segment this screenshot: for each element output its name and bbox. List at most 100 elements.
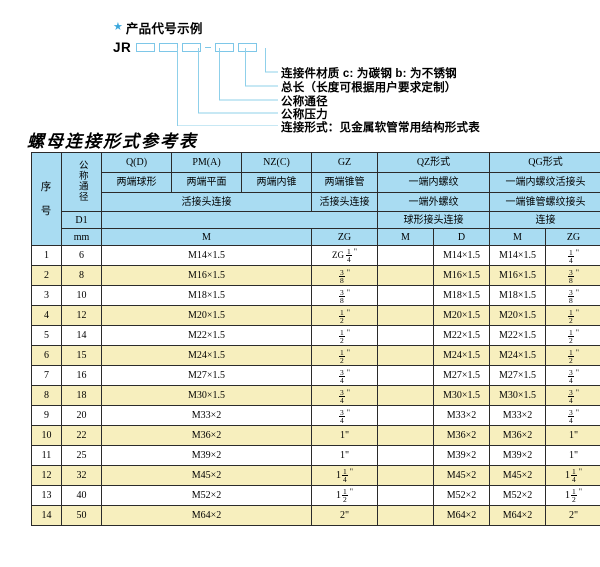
cell-bore: 6 (61, 245, 102, 266)
cell-qg-m: M39×2 (489, 445, 546, 466)
cell-gz-size: ZG 1 4 " (311, 245, 378, 266)
table-row: 1 6 M14×1.5 ZG 1 4 " M14×1.5 M14×1.5 1 4 " (31, 245, 600, 266)
header-group-type-3: 两端锥管 (311, 172, 378, 193)
header-group-type-2: 两端内锥 (241, 172, 312, 193)
callout-total-length: 总长（长度可根据用户要求定制） (281, 82, 457, 94)
cell-q-thread: M24×1.5 (101, 345, 312, 366)
table-row: 3 10 M18×1.5 3 8 " M18×1.5 M18×1.5 3 8 " (31, 285, 600, 306)
cell-index: 4 (31, 305, 62, 326)
cell-q-thread: M39×2 (101, 445, 312, 466)
cell-qg-m: M45×2 (489, 465, 546, 486)
cell-gz-size: 1" (311, 425, 378, 446)
cell-qg-m: M27×1.5 (489, 365, 546, 386)
cell-qg-m: M64×2 (489, 505, 546, 526)
header-sub-d-qz: D (433, 228, 490, 246)
cell-qz-d: M30×1.5 (433, 385, 490, 406)
cell-bore: 25 (61, 445, 102, 466)
header-conn-union: 活接头连接 (101, 192, 312, 212)
header-sub-m-q: M (101, 228, 312, 246)
cell-qz-m (377, 385, 434, 406)
cell-index: 5 (31, 325, 62, 346)
callout-nominal-pressure: 公称压力 (281, 109, 328, 121)
cell-qz-d: M18×1.5 (433, 285, 490, 306)
header-conn3-qg: 连接 (488, 211, 600, 229)
cell-q-thread: M30×1.5 (101, 385, 312, 406)
cell-bore: 32 (61, 465, 102, 486)
cell-gz-size: 1 2 " (311, 305, 378, 326)
table-row: 5 14 M22×1.5 1 2 " M22×1.5 M22×1.5 1 2 " (31, 325, 600, 346)
cell-qz-m (377, 245, 434, 266)
table-row: 10 22 M36×2 1" M36×2 M36×2 1" (31, 425, 600, 446)
cell-q-thread: M18×1.5 (101, 285, 312, 306)
cell-index: 10 (31, 425, 62, 446)
product-code-heading: ★ 产品代号示例 (113, 18, 203, 37)
cell-qz-d: M33×2 (433, 405, 490, 426)
cell-gz-size: 3 4 " (311, 385, 378, 406)
table-row: 4 12 M20×1.5 1 2 " M20×1.5 M20×1.5 1 2 " (31, 305, 600, 326)
table-header-row-units: mm M ZG M D M ZG (32, 228, 600, 246)
cell-bore: 15 (61, 345, 102, 366)
cell-bore: 22 (61, 425, 102, 446)
cell-qg-zg: 1 1 4 " (544, 465, 600, 486)
table-row: 13 40 M52×2 1 1 2 " M52×2 M52×2 1 1 2 " (31, 485, 600, 506)
callout-material: 连接件材质 c: 为碳钢 b: 为不锈钢 (281, 68, 457, 80)
cell-index: 11 (31, 445, 62, 466)
cell-index: 1 (31, 245, 62, 266)
table-row: 6 15 M24×1.5 1 2 " M24×1.5 M24×1.5 1 2 " (31, 345, 600, 366)
header-conn3-qz: 球形接头连接 (377, 211, 490, 229)
cell-qg-zg: 1" (544, 425, 600, 446)
header-group-type-4: 一端内螺纹 (377, 172, 490, 193)
cell-bore: 18 (61, 385, 102, 406)
cell-qz-m (377, 365, 434, 386)
cell-qg-m: M52×2 (489, 485, 546, 506)
callout-nominal-bore: 公称通径 (281, 96, 328, 108)
cell-index: 2 (31, 265, 62, 286)
cell-qg-zg: 1 1 2 " (544, 485, 600, 506)
cell-qg-zg: 1 4 " (544, 245, 600, 266)
header-nominal-bore: 公称通径 (61, 152, 102, 212)
header-conn-gz: 活接头连接 (311, 192, 378, 212)
header-group-type-1: 两端平面 (171, 172, 242, 193)
table-row: 2 8 M16×1.5 3 8 " M16×1.5 M16×1.5 3 8 " (31, 265, 600, 286)
cell-index: 8 (31, 385, 62, 406)
header-d1: D1 (61, 211, 102, 229)
cell-qz-d: M36×2 (433, 425, 490, 446)
cell-q-thread: M52×2 (101, 485, 312, 506)
cell-index: 14 (31, 505, 62, 526)
header-index: 序号 (31, 152, 62, 246)
cell-q-thread: M16×1.5 (101, 265, 312, 286)
cell-bore: 12 (61, 305, 102, 326)
header-group-code-1: PM(A) (171, 152, 242, 173)
cell-q-thread: M64×2 (101, 505, 312, 526)
table-row: 12 32 M45×2 1 1 4 " M45×2 M45×2 1 1 4 " (31, 465, 600, 486)
cell-qg-zg: 3 4 " (544, 365, 600, 386)
leader-lines (177, 48, 278, 126)
cell-bore: 16 (61, 365, 102, 386)
code-box-1 (136, 43, 156, 52)
cell-bore: 8 (61, 265, 102, 286)
table-row: 9 20 M33×2 3 4 " M33×2 M33×2 3 4 " (31, 405, 600, 426)
cell-bore: 40 (61, 485, 102, 506)
cell-index: 6 (31, 345, 62, 366)
cell-qz-m (377, 305, 434, 326)
table-header-row-d1: D1 球形接头连接 连接 (32, 211, 600, 229)
cell-q-thread: M22×1.5 (101, 325, 312, 346)
cell-qg-m: M18×1.5 (489, 285, 546, 306)
cell-qz-m (377, 505, 434, 526)
header-group-code-5: QG形式 (488, 152, 600, 173)
cell-qz-m (377, 285, 434, 306)
cell-bore: 50 (61, 505, 102, 526)
cell-qg-zg: 3 4 " (544, 405, 600, 426)
cell-gz-size: 1 1 2 " (311, 485, 378, 506)
header-group-code-4: QZ形式 (377, 152, 490, 173)
table-row: 14 50 M64×2 2" M64×2 M64×2 2" (31, 505, 600, 526)
header-group-code-0: Q(D) (101, 152, 172, 173)
cell-qg-zg: 1 2 " (544, 345, 600, 366)
cell-qg-zg: 1" (544, 445, 600, 466)
cell-qz-m (377, 325, 434, 346)
cell-qz-m (377, 345, 434, 366)
cell-qg-m: M33×2 (489, 405, 546, 426)
cell-qz-d: M39×2 (433, 445, 490, 466)
cell-index: 9 (31, 405, 62, 426)
header-conn-qg: 一端锥管螺纹接头 (488, 192, 600, 212)
